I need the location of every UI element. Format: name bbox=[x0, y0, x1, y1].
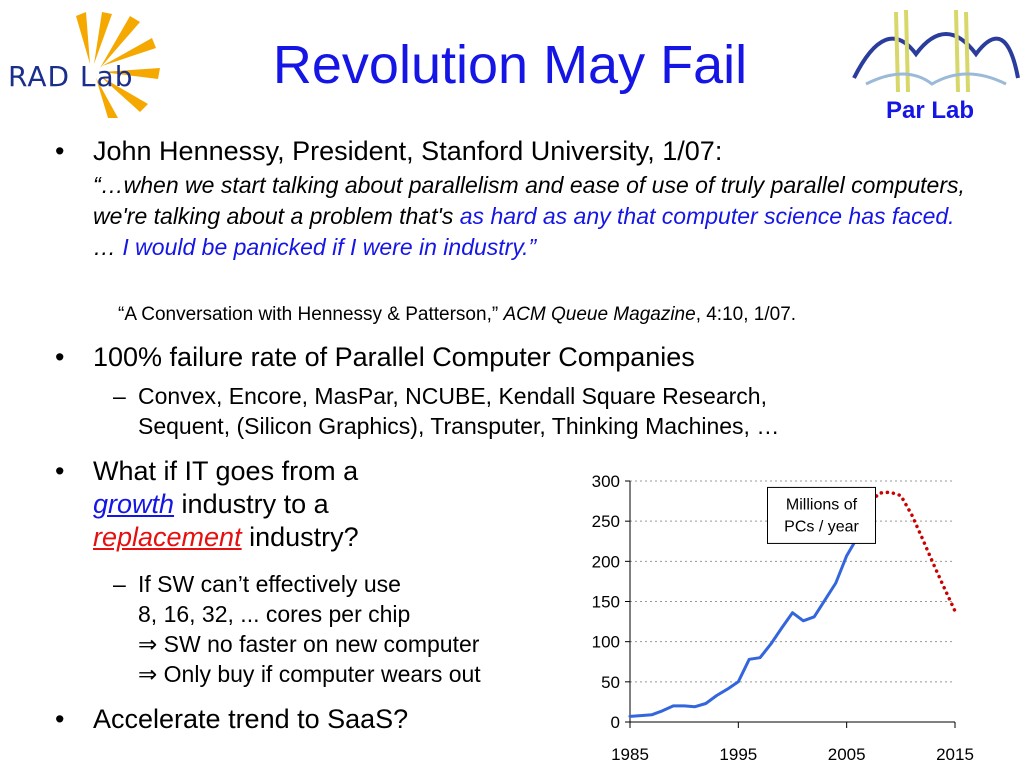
hennessy-quote: “…when we start talking about parallelis… bbox=[93, 170, 973, 263]
x-tick-label: 2005 bbox=[828, 745, 866, 764]
pc-sales-chart: 0 50 100 150 200 250 300 1985 1995 2005 2015 Millio… bbox=[592, 472, 974, 764]
bullet-marker: • bbox=[55, 704, 65, 734]
citation-title: “A Conversation with Hennessy & Patterso… bbox=[118, 304, 504, 325]
y-tick-label: 200 bbox=[592, 552, 620, 571]
annotation-line2: PCs / year bbox=[784, 518, 859, 535]
y-tick-label: 100 bbox=[592, 633, 620, 652]
quote-part1: “…when we start talking about parallelis… bbox=[93, 172, 965, 229]
quote-part2: … bbox=[93, 234, 123, 260]
y-tick-label: 0 bbox=[611, 713, 620, 732]
cores-line3-text: SW no faster on new computer bbox=[157, 631, 480, 657]
implies-icon: ⇒ bbox=[138, 661, 158, 687]
citation-issue: , 4:10, 1/07. bbox=[695, 304, 797, 325]
citation: “A Conversation with Hennessy & Patterso… bbox=[118, 304, 998, 326]
y-tick-label: 50 bbox=[601, 673, 620, 692]
implies-icon: ⇒ bbox=[138, 631, 158, 657]
bullet-it-replacement: • What if IT goes from a growth industry… bbox=[55, 455, 543, 554]
sub-bullet-cores: – If SW can’t effectively use 8, 16, 32,… bbox=[113, 569, 578, 689]
y-tick-label: 250 bbox=[592, 512, 620, 531]
parlab-bridge-icon: Par Lab bbox=[852, 9, 1020, 124]
annotation-line1: Millions of bbox=[786, 496, 858, 513]
radlab-sunburst-icon: RAD Lab bbox=[8, 12, 160, 118]
quote-highlight1: as hard as any that computer science has… bbox=[459, 203, 955, 229]
slide-title: Revolution May Fail bbox=[272, 35, 748, 95]
bullet-saas: • Accelerate trend to SaaS? bbox=[55, 703, 543, 736]
companies-line1: Convex, Encore, MasPar, NCUBE, Kendall S… bbox=[138, 383, 767, 409]
replacement-word: replacement bbox=[93, 522, 242, 552]
sub-bullet-marker: – bbox=[113, 571, 126, 597]
bullet-marker: • bbox=[55, 136, 65, 166]
annotation-box bbox=[767, 486, 876, 544]
cores-line4-text: Only buy if computer wears out bbox=[157, 661, 481, 687]
sub-bullet-marker: – bbox=[113, 383, 126, 409]
x-tick-label: 2015 bbox=[936, 745, 974, 764]
cores-line4: ⇒ Only buy if computer wears out bbox=[138, 659, 578, 689]
sub-bullet-companies: – Convex, Encore, MasPar, NCUBE, Kendall… bbox=[113, 381, 998, 441]
bullet-hennessy-lead: John Hennessy, President, Stanford Unive… bbox=[93, 136, 723, 166]
radlab-logo: RAD Lab bbox=[2, 8, 192, 118]
growth-word: growth bbox=[93, 489, 175, 519]
it-line2-rest: industry to a bbox=[174, 489, 329, 519]
cores-line1: If SW can’t effectively use bbox=[138, 571, 401, 597]
y-tick-label: 150 bbox=[592, 593, 620, 612]
companies-line2: Sequent, (Silicon Graphics), Transputer,… bbox=[138, 413, 780, 439]
it-line3: replacement industry? bbox=[93, 521, 543, 554]
actual-series-line bbox=[628, 503, 870, 718]
parlab-logo-text: Par Lab bbox=[886, 97, 974, 124]
bullet-hennessy: • John Hennessy, President, Stanford Uni… bbox=[55, 135, 983, 168]
x-tick-label: 1995 bbox=[719, 745, 757, 764]
cores-line3: ⇒ SW no faster on new computer bbox=[138, 629, 578, 659]
it-line1: What if IT goes from a bbox=[93, 456, 359, 486]
it-line2: growth industry to a bbox=[93, 488, 543, 521]
bullet-failure-rate-text: 100% failure rate of Parallel Computer C… bbox=[93, 342, 695, 372]
citation-venue: ACM Queue Magazine bbox=[503, 304, 696, 325]
bullet-marker: • bbox=[55, 456, 65, 486]
bullet-failure-rate: • 100% failure rate of Parallel Computer… bbox=[55, 341, 983, 374]
x-tick-label: 1985 bbox=[611, 745, 649, 764]
cores-line2: 8, 16, 32, ... cores per chip bbox=[138, 601, 411, 627]
y-tick-label: 300 bbox=[592, 472, 620, 491]
forecast-series-line bbox=[866, 490, 957, 613]
parlab-logo: Par Lab bbox=[846, 4, 1022, 128]
radlab-logo-text: RAD Lab bbox=[8, 60, 133, 93]
bullet-marker: • bbox=[55, 342, 65, 372]
it-line3-rest: industry? bbox=[241, 522, 359, 552]
bullet-saas-text: Accelerate trend to SaaS? bbox=[93, 704, 409, 734]
quote-highlight2: I would be panicked if I were in industr… bbox=[122, 234, 537, 260]
